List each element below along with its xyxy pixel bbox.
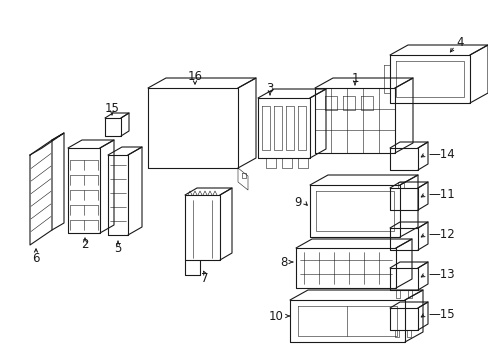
Text: 5: 5 — [114, 242, 122, 255]
Text: 15: 15 — [104, 102, 119, 114]
Text: —12: —12 — [427, 228, 454, 240]
Text: 7: 7 — [201, 271, 208, 284]
Text: 10: 10 — [268, 310, 284, 323]
Text: —14: —14 — [427, 148, 454, 161]
Text: 8: 8 — [280, 256, 287, 269]
Text: 3: 3 — [266, 81, 273, 94]
Text: —15: —15 — [427, 307, 454, 320]
Text: 9: 9 — [294, 195, 302, 208]
Text: 1: 1 — [350, 72, 358, 85]
Text: —11: —11 — [427, 188, 454, 201]
Text: 6: 6 — [32, 252, 40, 265]
Text: 2: 2 — [81, 238, 88, 252]
Text: 16: 16 — [187, 69, 202, 82]
Text: 4: 4 — [455, 36, 463, 49]
Text: —13: —13 — [427, 267, 454, 280]
